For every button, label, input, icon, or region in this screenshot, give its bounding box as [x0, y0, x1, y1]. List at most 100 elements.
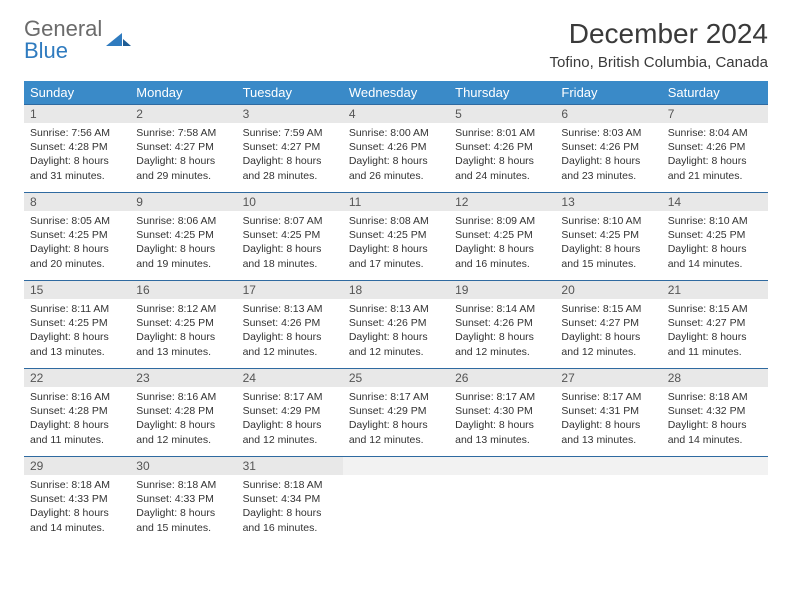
sunset-line: Sunset: 4:25 PM [30, 316, 124, 330]
daylight-line: Daylight: 8 hours and 12 minutes. [349, 418, 443, 446]
day-body: Sunrise: 8:14 AMSunset: 4:26 PMDaylight:… [449, 299, 555, 363]
sunset-line: Sunset: 4:25 PM [668, 228, 762, 242]
daylight-line: Daylight: 8 hours and 12 minutes. [243, 418, 337, 446]
day-body: Sunrise: 8:06 AMSunset: 4:25 PMDaylight:… [130, 211, 236, 275]
daylight-line: Daylight: 8 hours and 12 minutes. [243, 330, 337, 358]
sunrise-line: Sunrise: 8:12 AM [136, 302, 230, 316]
sunset-line: Sunset: 4:34 PM [243, 492, 337, 506]
day-body: Sunrise: 8:00 AMSunset: 4:26 PMDaylight:… [343, 123, 449, 187]
sunrise-line: Sunrise: 8:16 AM [30, 390, 124, 404]
daylight-line: Daylight: 8 hours and 17 minutes. [349, 242, 443, 270]
calendar-day-cell: 24Sunrise: 8:17 AMSunset: 4:29 PMDayligh… [237, 369, 343, 457]
calendar-day-cell: 16Sunrise: 8:12 AMSunset: 4:25 PMDayligh… [130, 281, 236, 369]
day-body: Sunrise: 8:17 AMSunset: 4:29 PMDaylight:… [343, 387, 449, 451]
weekday-header: Friday [555, 81, 661, 105]
day-body: Sunrise: 8:17 AMSunset: 4:31 PMDaylight:… [555, 387, 661, 451]
logo-line2: Blue [24, 40, 102, 62]
daylight-line: Daylight: 8 hours and 12 minutes. [561, 330, 655, 358]
daylight-line: Daylight: 8 hours and 13 minutes. [136, 330, 230, 358]
calendar-day-cell: 21Sunrise: 8:15 AMSunset: 4:27 PMDayligh… [662, 281, 768, 369]
calendar-day-cell: 17 Sunrise: 8:13 AMSunset: 4:26 PMDayligh… [237, 281, 343, 369]
title-block: December 2024 Tofino, British Columbia, … [550, 18, 768, 71]
daylight-line: Daylight: 8 hours and 15 minutes. [561, 242, 655, 270]
sunrise-line: Sunrise: 8:03 AM [561, 126, 655, 140]
sunrise-line: Sunrise: 8:06 AM [136, 214, 230, 228]
calendar-week-row: 8Sunrise: 8:05 AMSunset: 4:25 PMDaylight… [24, 193, 768, 281]
sunset-line: Sunset: 4:25 PM [243, 228, 337, 242]
calendar-day-cell: 7Sunrise: 8:04 AMSunset: 4:26 PMDaylight… [662, 105, 768, 193]
day-number: 19 [449, 281, 555, 299]
day-body: Sunrise: 8:07 AMSunset: 4:25 PMDaylight:… [237, 211, 343, 275]
day-body: Sunrise: 8:16 AMSunset: 4:28 PMDaylight:… [130, 387, 236, 451]
calendar-day-cell: 20Sunrise: 8:15 AMSunset: 4:27 PMDayligh… [555, 281, 661, 369]
calendar-header-row: SundayMondayTuesdayWednesdayThursdayFrid… [24, 81, 768, 105]
sunrise-line: Sunrise: 8:18 AM [668, 390, 762, 404]
logo-text: General Blue [24, 18, 102, 62]
calendar-day-cell: 28Sunrise: 8:18 AMSunset: 4:32 PMDayligh… [662, 369, 768, 457]
daylight-line: Daylight: 8 hours and 23 minutes. [561, 154, 655, 182]
sunset-line: Sunset: 4:31 PM [561, 404, 655, 418]
sunset-line: Sunset: 4:25 PM [136, 316, 230, 330]
day-body: Sunrise: 8:15 AMSunset: 4:27 PMDaylight:… [662, 299, 768, 363]
calendar-day-cell: 9Sunrise: 8:06 AMSunset: 4:25 PMDaylight… [130, 193, 236, 281]
calendar-day-cell: 4Sunrise: 8:00 AMSunset: 4:26 PMDaylight… [343, 105, 449, 193]
sunset-line: Sunset: 4:33 PM [30, 492, 124, 506]
day-body: Sunrise: 8:17 AMSunset: 4:29 PMDaylight:… [237, 387, 343, 451]
weekday-header: Wednesday [343, 81, 449, 105]
sunrise-line: Sunrise: 8:17 AM [349, 390, 443, 404]
sunrise-line: Sunrise: 7:56 AM [30, 126, 124, 140]
sunset-line: Sunset: 4:25 PM [30, 228, 124, 242]
sunrise-line: Sunrise: 8:13 AM [243, 302, 337, 316]
sunrise-line: Sunrise: 8:09 AM [455, 214, 549, 228]
day-number: 26 [449, 369, 555, 387]
day-body: Sunrise: 8:12 AMSunset: 4:25 PMDaylight:… [130, 299, 236, 363]
day-body: Sunrise: 8:18 AMSunset: 4:34 PMDaylight:… [237, 475, 343, 539]
calendar-day-cell: 14Sunrise: 8:10 AMSunset: 4:25 PMDayligh… [662, 193, 768, 281]
day-number: 15 [24, 281, 130, 299]
logo: General Blue [24, 18, 132, 62]
sunset-line: Sunset: 4:33 PM [136, 492, 230, 506]
header: General Blue December 2024 Tofino, Briti… [24, 18, 768, 71]
calendar-day-cell: 13Sunrise: 8:10 AMSunset: 4:25 PMDayligh… [555, 193, 661, 281]
daylight-line: Daylight: 8 hours and 11 minutes. [668, 330, 762, 358]
day-body: Sunrise: 8:17 AMSunset: 4:30 PMDaylight:… [449, 387, 555, 451]
calendar-day-cell [449, 457, 555, 545]
sunset-line: Sunset: 4:26 PM [243, 316, 337, 330]
calendar-day-cell: 11Sunrise: 8:08 AMSunset: 4:25 PMDayligh… [343, 193, 449, 281]
daylight-line: Daylight: 8 hours and 13 minutes. [561, 418, 655, 446]
day-body: Sunrise: 8:10 AMSunset: 4:25 PMDaylight:… [662, 211, 768, 275]
sunset-line: Sunset: 4:26 PM [668, 140, 762, 154]
daylight-line: Daylight: 8 hours and 18 minutes. [243, 242, 337, 270]
sunrise-line: Sunrise: 8:15 AM [668, 302, 762, 316]
sunrise-line: Sunrise: 8:17 AM [243, 390, 337, 404]
day-number: 31 [237, 457, 343, 475]
daylight-line: Daylight: 8 hours and 14 minutes. [668, 242, 762, 270]
day-number: 22 [24, 369, 130, 387]
sunrise-line: Sunrise: 8:17 AM [561, 390, 655, 404]
calendar-day-cell [343, 457, 449, 545]
calendar-week-row: 22Sunrise: 8:16 AMSunset: 4:28 PMDayligh… [24, 369, 768, 457]
calendar-day-cell: 18Sunrise: 8:13 AMSunset: 4:26 PMDayligh… [343, 281, 449, 369]
weekday-header: Saturday [662, 81, 768, 105]
sunset-line: Sunset: 4:26 PM [455, 316, 549, 330]
calendar-day-cell: 19Sunrise: 8:14 AMSunset: 4:26 PMDayligh… [449, 281, 555, 369]
daylight-line: Daylight: 8 hours and 14 minutes. [668, 418, 762, 446]
sunrise-line: Sunrise: 8:10 AM [668, 214, 762, 228]
sunset-line: Sunset: 4:32 PM [668, 404, 762, 418]
calendar-day-cell: 23Sunrise: 8:16 AMSunset: 4:28 PMDayligh… [130, 369, 236, 457]
daylight-line: Daylight: 8 hours and 12 minutes. [455, 330, 549, 358]
day-number: 30 [130, 457, 236, 475]
day-number: 17 [237, 281, 343, 299]
sunrise-line: Sunrise: 8:08 AM [349, 214, 443, 228]
calendar-day-cell: 3Sunrise: 7:59 AMSunset: 4:27 PMDaylight… [237, 105, 343, 193]
daylight-line: Daylight: 8 hours and 13 minutes. [455, 418, 549, 446]
daylight-line: Daylight: 8 hours and 16 minutes. [455, 242, 549, 270]
sunrise-line: Sunrise: 8:18 AM [243, 478, 337, 492]
sunrise-line: Sunrise: 8:15 AM [561, 302, 655, 316]
weekday-header: Tuesday [237, 81, 343, 105]
sunset-line: Sunset: 4:29 PM [349, 404, 443, 418]
day-body: Sunrise: 8:15 AMSunset: 4:27 PMDaylight:… [555, 299, 661, 363]
day-number-empty [343, 457, 449, 475]
daylight-line: Daylight: 8 hours and 26 minutes. [349, 154, 443, 182]
calendar-day-cell: 25Sunrise: 8:17 AMSunset: 4:29 PMDayligh… [343, 369, 449, 457]
